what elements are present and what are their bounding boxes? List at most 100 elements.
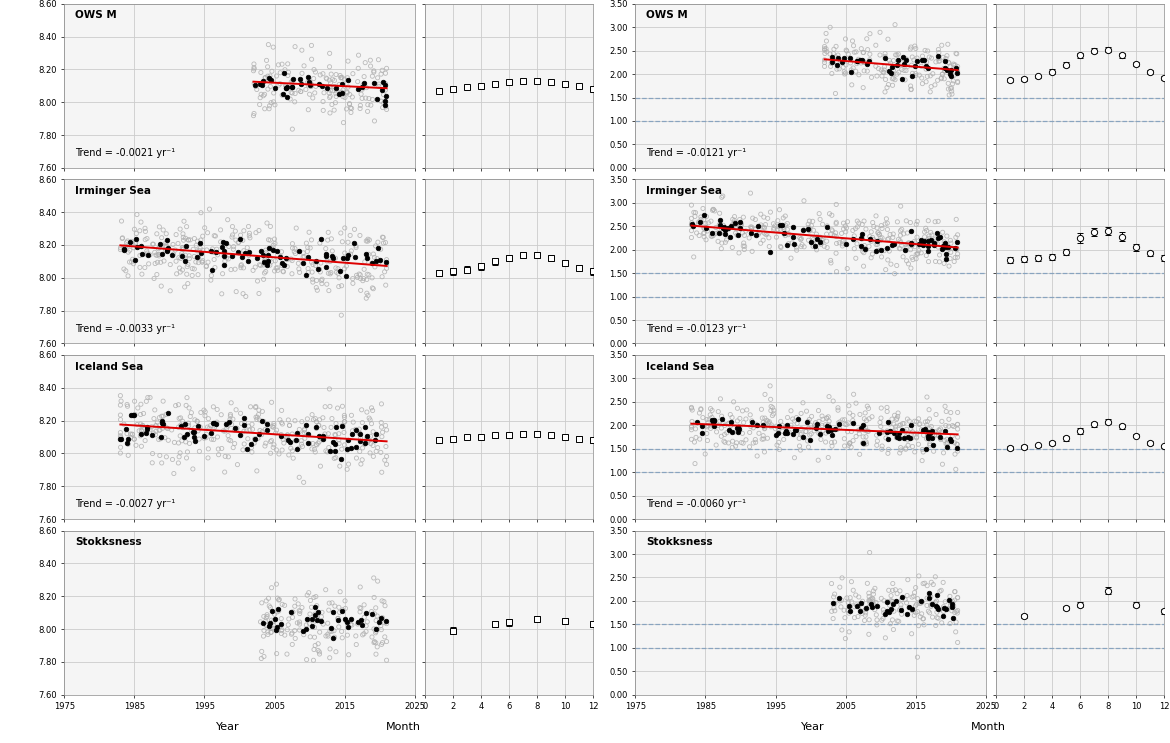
- Point: [797, 405, 815, 417]
- Point: [302, 234, 321, 246]
- Point: [112, 432, 131, 444]
- Point: [304, 414, 323, 426]
- Point: [825, 591, 844, 603]
- Point: [185, 233, 204, 244]
- Point: [131, 216, 150, 228]
- Point: [373, 611, 392, 623]
- Point: [128, 241, 146, 253]
- Point: [262, 396, 281, 408]
- Text: Stokksness: Stokksness: [646, 537, 713, 547]
- Point: [256, 72, 275, 84]
- Point: [777, 426, 796, 438]
- Point: [945, 585, 964, 597]
- Point: [860, 413, 879, 425]
- Point: [896, 53, 915, 65]
- Point: [854, 215, 873, 227]
- Point: [183, 270, 201, 282]
- Point: [317, 261, 336, 273]
- Point: [707, 227, 725, 239]
- Point: [132, 425, 151, 437]
- Point: [917, 391, 936, 403]
- Point: [807, 231, 826, 243]
- Point: [171, 430, 190, 442]
- Point: [948, 66, 966, 78]
- Point: [943, 605, 962, 617]
- Point: [938, 64, 957, 76]
- Point: [920, 432, 938, 444]
- Point: [260, 103, 278, 114]
- Point: [207, 246, 226, 258]
- Point: [895, 418, 914, 429]
- Point: [111, 244, 130, 256]
- Point: [837, 44, 855, 56]
- Point: [916, 45, 935, 56]
- Point: [376, 80, 394, 91]
- Point: [701, 420, 720, 432]
- Point: [947, 62, 965, 74]
- Point: [881, 57, 900, 69]
- Point: [760, 241, 779, 253]
- Point: [855, 614, 874, 626]
- Point: [253, 75, 271, 87]
- Point: [339, 250, 358, 262]
- Point: [125, 409, 144, 421]
- Point: [930, 585, 949, 597]
- Point: [226, 421, 245, 433]
- Point: [255, 651, 274, 663]
- Point: [330, 428, 349, 440]
- Point: [852, 42, 870, 54]
- Point: [366, 614, 385, 626]
- Point: [240, 227, 259, 239]
- Point: [897, 53, 916, 65]
- Point: [887, 432, 906, 444]
- Point: [123, 256, 142, 268]
- Point: [172, 253, 191, 265]
- Point: [377, 101, 395, 113]
- Point: [295, 60, 314, 72]
- Point: [856, 425, 875, 437]
- Point: [322, 421, 340, 433]
- Point: [860, 595, 879, 607]
- Point: [300, 227, 318, 239]
- Point: [298, 71, 317, 83]
- Point: [819, 421, 838, 433]
- Point: [305, 87, 324, 99]
- Point: [152, 418, 171, 429]
- Point: [923, 611, 942, 623]
- Point: [842, 596, 861, 608]
- Point: [185, 426, 204, 438]
- Point: [827, 40, 846, 52]
- Point: [888, 49, 907, 61]
- Point: [358, 433, 377, 445]
- Point: [289, 257, 308, 269]
- Point: [372, 398, 391, 410]
- Point: [332, 444, 351, 455]
- Point: [268, 606, 287, 618]
- Point: [902, 628, 921, 640]
- Point: [787, 244, 806, 256]
- Point: [715, 420, 734, 432]
- Point: [922, 577, 941, 588]
- Point: [918, 71, 937, 82]
- Point: [274, 265, 292, 277]
- Point: [690, 433, 709, 445]
- Point: [292, 77, 311, 89]
- Point: [373, 65, 392, 77]
- Point: [273, 444, 291, 456]
- Point: [753, 412, 772, 424]
- Point: [192, 207, 211, 218]
- Point: [893, 63, 911, 75]
- Point: [858, 438, 876, 450]
- Point: [936, 596, 955, 608]
- Text: Trend = -0.0021 yr⁻¹: Trend = -0.0021 yr⁻¹: [75, 148, 176, 158]
- Point: [297, 419, 316, 431]
- Point: [323, 245, 342, 257]
- Point: [938, 77, 957, 89]
- Point: [350, 423, 369, 435]
- Point: [342, 409, 360, 421]
- Point: [303, 266, 322, 278]
- Point: [900, 415, 918, 427]
- Point: [264, 619, 283, 631]
- Point: [205, 253, 223, 265]
- Point: [942, 71, 961, 82]
